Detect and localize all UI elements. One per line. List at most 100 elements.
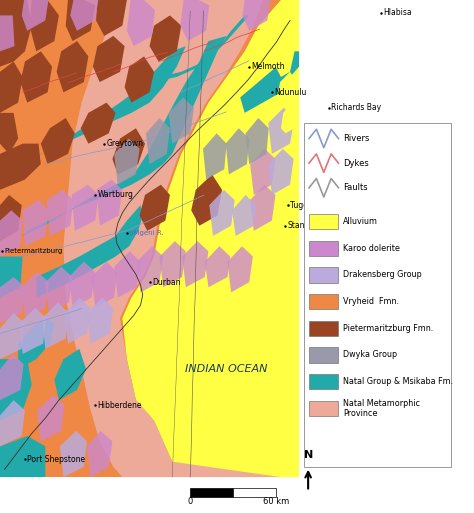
Polygon shape (127, 0, 155, 46)
Polygon shape (22, 0, 48, 31)
Polygon shape (210, 190, 235, 236)
Polygon shape (226, 128, 249, 174)
Polygon shape (154, 15, 249, 82)
Text: Pietermaritzburg: Pietermaritzburg (5, 248, 63, 254)
Polygon shape (37, 395, 64, 441)
Bar (191, 488, 233, 497)
Polygon shape (112, 128, 145, 174)
Polygon shape (29, 0, 59, 51)
Polygon shape (18, 318, 55, 369)
Polygon shape (60, 431, 87, 477)
Polygon shape (36, 205, 143, 298)
Polygon shape (41, 118, 75, 164)
Polygon shape (228, 246, 253, 292)
Text: Alluvium: Alluvium (343, 217, 378, 226)
Polygon shape (0, 277, 25, 323)
Polygon shape (250, 185, 275, 231)
Polygon shape (0, 0, 32, 67)
Polygon shape (87, 431, 112, 477)
Polygon shape (0, 195, 22, 241)
Polygon shape (203, 133, 227, 180)
Polygon shape (46, 190, 73, 236)
Polygon shape (160, 241, 186, 287)
Bar (233, 488, 276, 497)
Polygon shape (66, 0, 95, 41)
Polygon shape (139, 185, 170, 231)
Polygon shape (122, 0, 299, 477)
Polygon shape (169, 97, 194, 144)
Polygon shape (22, 272, 49, 318)
Polygon shape (149, 15, 181, 62)
Polygon shape (0, 210, 23, 256)
Bar (309, 214, 338, 229)
Polygon shape (0, 354, 24, 400)
Text: Durban: Durban (152, 278, 180, 287)
Polygon shape (64, 298, 91, 344)
Polygon shape (64, 0, 281, 477)
Text: Hlabisa: Hlabisa (383, 8, 411, 17)
Polygon shape (70, 0, 98, 31)
Text: Hibberdene: Hibberdene (98, 401, 142, 410)
Text: 0: 0 (188, 497, 193, 506)
Polygon shape (250, 149, 275, 195)
Polygon shape (0, 436, 46, 477)
Polygon shape (97, 180, 122, 226)
Polygon shape (146, 118, 170, 164)
Polygon shape (191, 174, 222, 226)
Polygon shape (18, 46, 186, 164)
Polygon shape (281, 103, 299, 133)
Polygon shape (114, 139, 139, 185)
Polygon shape (0, 144, 41, 190)
Bar (309, 401, 338, 416)
Polygon shape (205, 246, 230, 287)
Polygon shape (182, 241, 209, 287)
Polygon shape (0, 359, 32, 421)
Text: Wartburg: Wartburg (98, 190, 133, 200)
Text: Karoo dolerite: Karoo dolerite (343, 244, 400, 253)
Bar (309, 267, 338, 283)
Polygon shape (55, 349, 86, 400)
Polygon shape (56, 41, 88, 92)
Polygon shape (232, 195, 256, 236)
Polygon shape (42, 303, 69, 349)
Polygon shape (0, 15, 15, 51)
Polygon shape (87, 298, 113, 344)
Polygon shape (180, 0, 210, 41)
Text: Natal Metamorphic
Province: Natal Metamorphic Province (343, 399, 420, 418)
Polygon shape (277, 72, 297, 103)
Polygon shape (246, 118, 269, 164)
Bar (309, 374, 338, 389)
Text: Faults: Faults (343, 183, 368, 192)
Text: Natal Group & Msikaba Fm.: Natal Group & Msikaba Fm. (343, 377, 453, 386)
Polygon shape (0, 256, 23, 298)
Text: Ndunulu: Ndunulu (274, 88, 307, 97)
Text: uMgeni R.: uMgeni R. (129, 230, 164, 236)
Text: Stanger: Stanger (288, 221, 318, 230)
Text: Rivers: Rivers (343, 134, 369, 143)
Text: Greytown: Greytown (107, 139, 144, 148)
Polygon shape (0, 400, 25, 446)
Polygon shape (275, 41, 294, 77)
Text: Richards Bay: Richards Bay (331, 103, 381, 112)
Text: Port Shepstone: Port Shepstone (27, 455, 85, 464)
Polygon shape (81, 103, 116, 144)
Text: Drakensberg Group: Drakensberg Group (343, 270, 422, 280)
Text: Vryheid  Fmn.: Vryheid Fmn. (343, 297, 399, 306)
Polygon shape (240, 51, 299, 113)
Polygon shape (23, 36, 227, 236)
Text: Dykes: Dykes (343, 159, 369, 168)
Polygon shape (72, 185, 99, 231)
Bar (309, 241, 338, 256)
Polygon shape (268, 108, 294, 154)
Polygon shape (114, 251, 140, 298)
Polygon shape (93, 36, 125, 82)
Text: 60 km: 60 km (263, 497, 290, 506)
Polygon shape (46, 267, 73, 313)
Polygon shape (19, 308, 46, 354)
Text: Melmoth: Melmoth (252, 62, 285, 71)
Polygon shape (96, 0, 127, 36)
Polygon shape (268, 149, 293, 195)
Bar (309, 321, 338, 336)
Polygon shape (137, 246, 163, 292)
Polygon shape (0, 113, 18, 154)
